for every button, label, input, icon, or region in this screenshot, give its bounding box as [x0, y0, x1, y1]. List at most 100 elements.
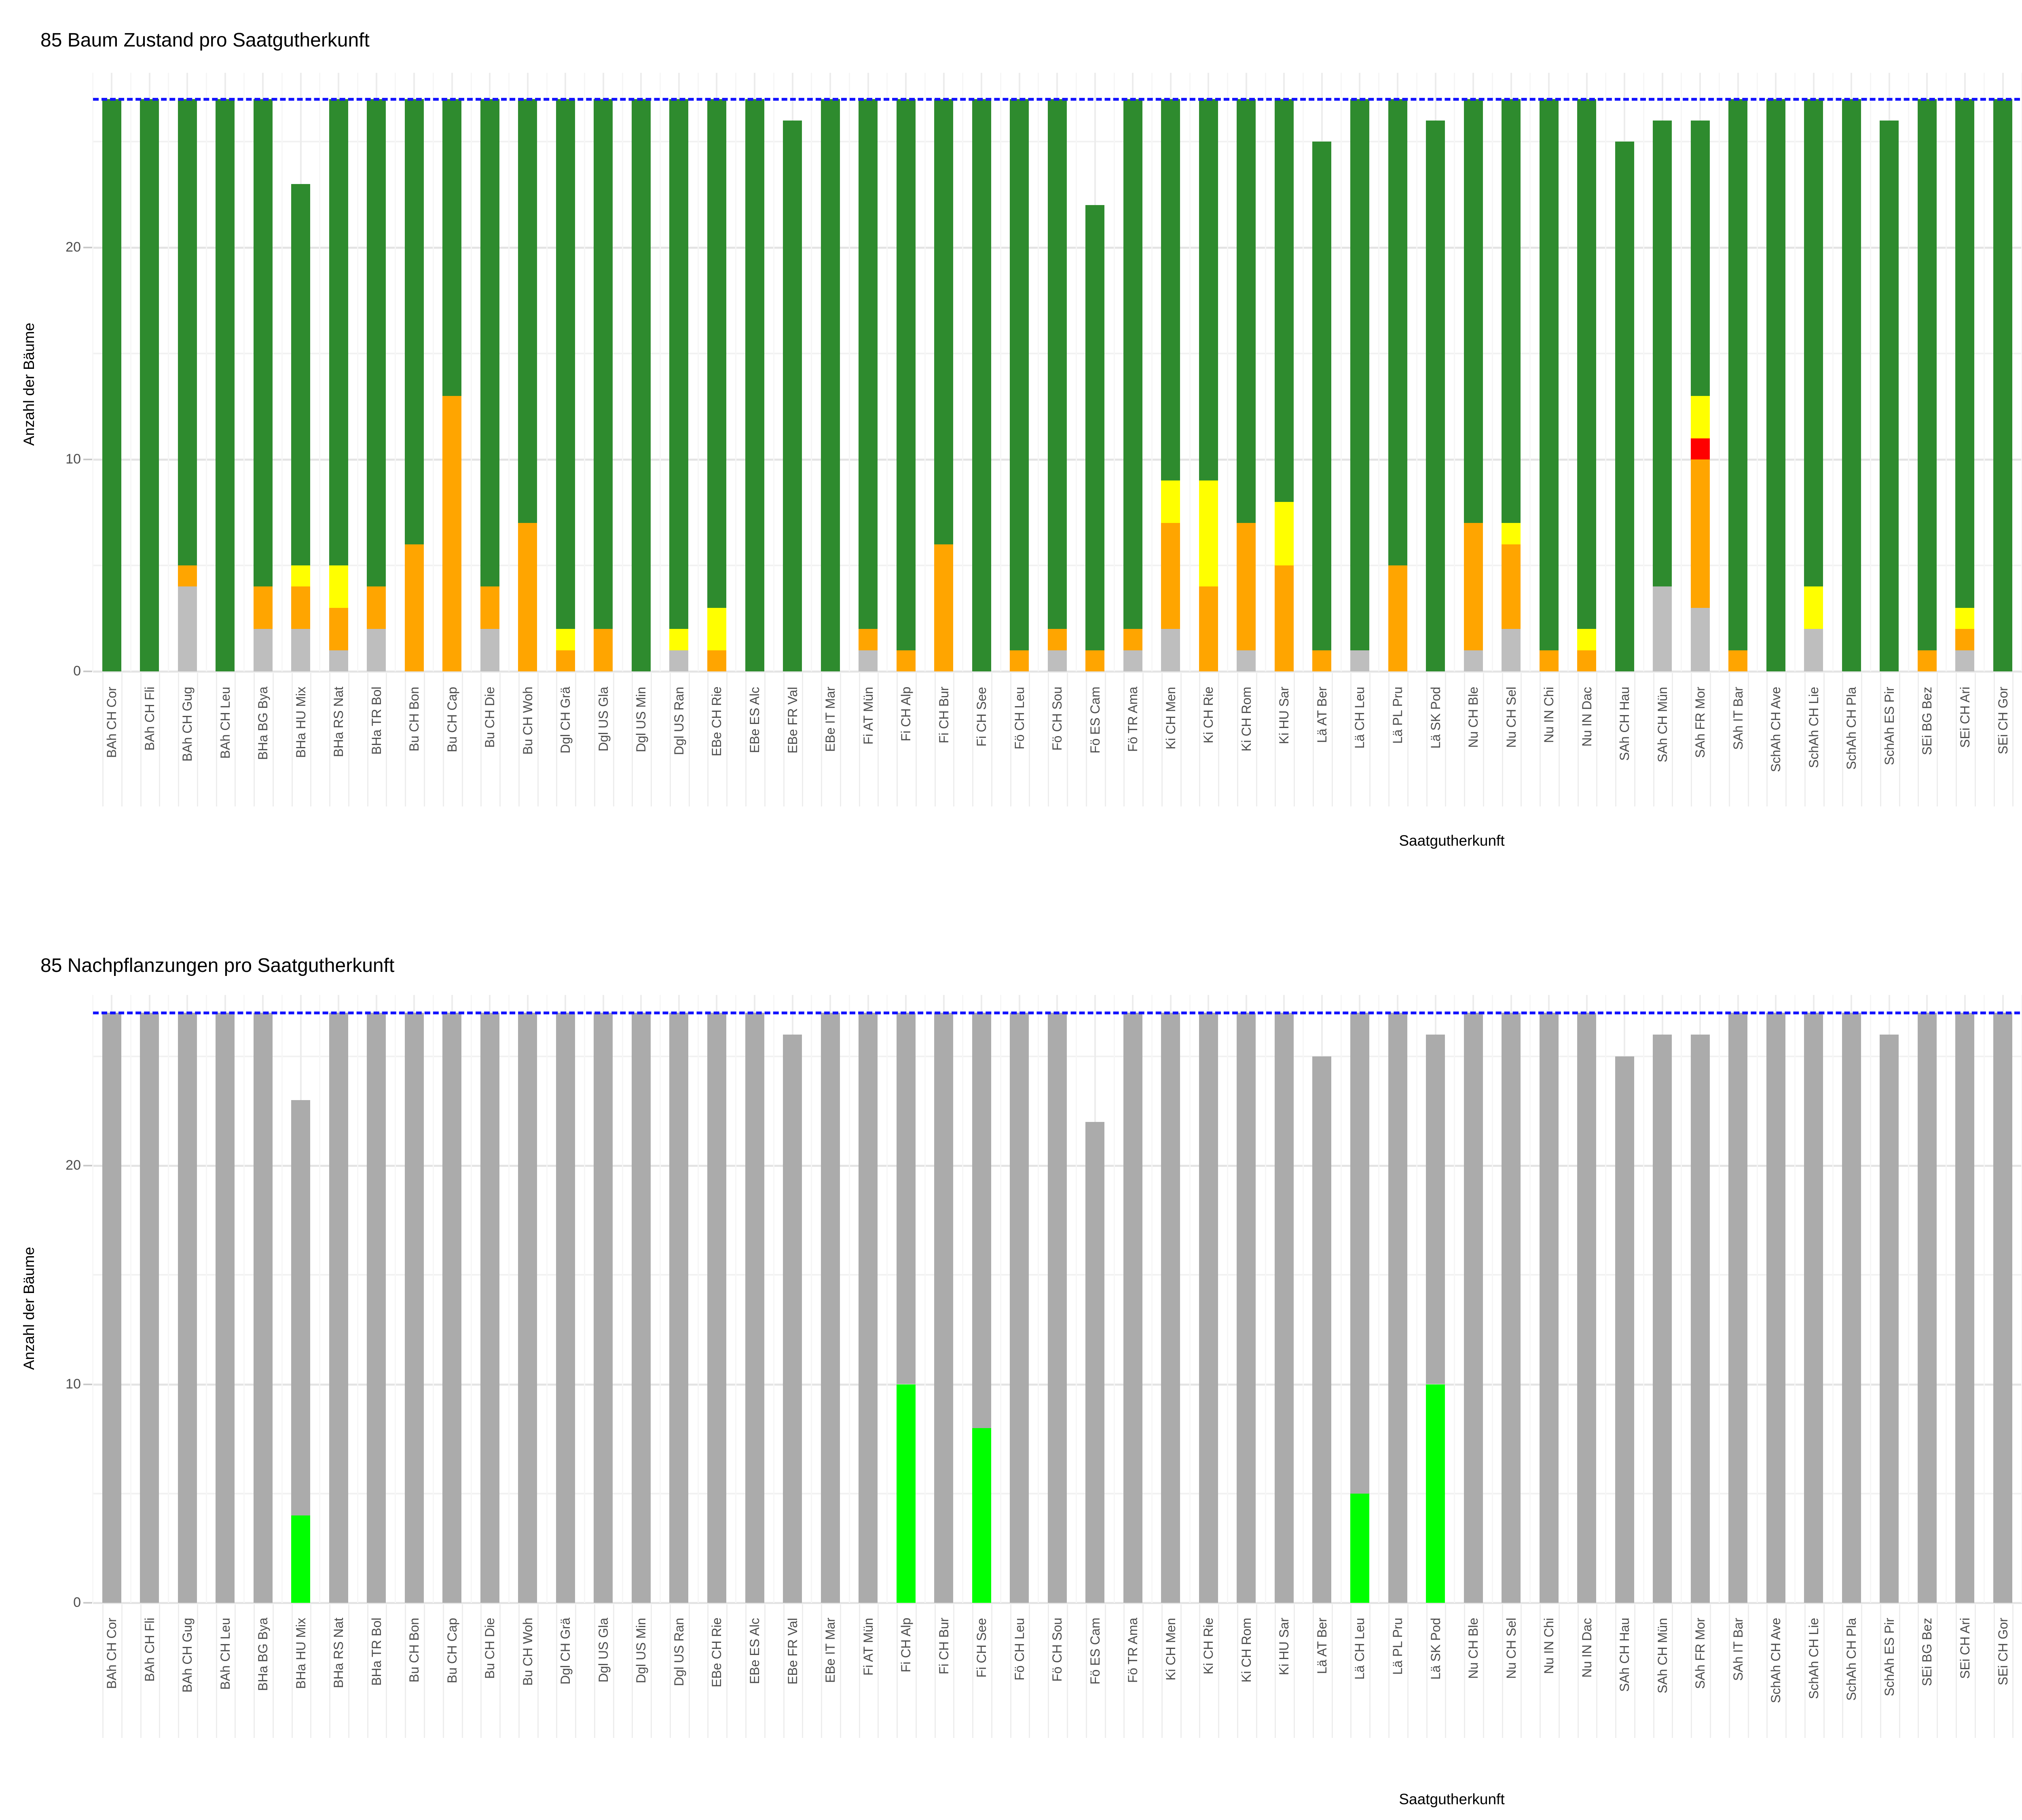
bar-segment-nachpflanzung [1426, 1384, 1445, 1603]
bar-segment-erstpflanzung [291, 1100, 311, 1515]
gridline-minor-x [1303, 995, 1304, 1603]
x-tick-label: Nu IN Chi [1542, 1618, 1557, 1674]
x-tick-label: Fö TR Ama [1125, 687, 1140, 752]
gridline-minor-x [433, 73, 434, 671]
x-tick-mark [859, 673, 860, 806]
bar-segment-lebend-kümmernd [556, 629, 575, 650]
gridline-minor-x [1038, 995, 1039, 1603]
x-tick-mark [745, 1604, 747, 1738]
gridline-minor-x [1605, 73, 1607, 671]
bar-segment-lebend-normal-vital [783, 120, 802, 671]
x-tick-label: EBe CH Rie [709, 1618, 724, 1688]
x-tick-mark [178, 1604, 180, 1738]
x-tick-mark [1237, 673, 1238, 806]
y-tick-mark [83, 247, 92, 248]
x-tick-label: SchAh CH Pla [1844, 687, 1859, 770]
gridline-minor-x [281, 995, 283, 1603]
gridline-minor-x [1719, 73, 1720, 671]
x-tick-mark [367, 1604, 368, 1738]
x-tick-mark [1937, 1604, 1938, 1738]
bar-segment-erstpflanzung [442, 1012, 462, 1603]
x-tick-label: EBe FR Val [785, 687, 800, 753]
bar-segment-lebend-normal-vital [1161, 99, 1180, 481]
bar-segment-nachpflanzung [972, 1428, 991, 1603]
bar-segment-lebend-kümmernd [1199, 480, 1218, 587]
gridline-minor-x [168, 73, 169, 671]
x-tick-mark [915, 1604, 917, 1738]
gridline-minor-x [1832, 995, 1834, 1603]
x-tick-mark [254, 673, 255, 806]
x-tick-mark [802, 673, 804, 806]
gridline-minor-x [205, 995, 207, 1603]
x-tick-label: Lä CH Leu [1352, 1618, 1367, 1680]
bar-segment-erstpflanzung [1426, 1034, 1445, 1384]
x-tick-mark [651, 673, 652, 806]
gridline-minor-x [886, 73, 888, 671]
bar-segment-lebend-normal-vital [216, 99, 235, 671]
gridline-minor-x [130, 73, 131, 671]
gridline-minor-x [1832, 73, 1834, 671]
x-tick-mark [254, 1604, 255, 1738]
gridline-minor-x [811, 73, 812, 671]
x-tick-mark [575, 1604, 577, 1738]
x-tick-mark [726, 1604, 728, 1738]
bar-segment-lebend-kümmernd [1804, 586, 1823, 629]
x-tick-mark [953, 673, 955, 806]
x-tick-label: Nu IN Chi [1542, 687, 1557, 743]
x-tick-mark [1161, 673, 1163, 806]
x-tick-label: Ki CH Rom [1239, 687, 1254, 752]
gridline-minor-x [508, 73, 510, 671]
bar-segment-lebend-normal-vital [1388, 99, 1407, 565]
gridline-minor-x [1908, 73, 1909, 671]
x-tick-mark [140, 1604, 142, 1738]
x-tick-label: Lä SK Pod [1428, 1618, 1443, 1680]
gridline-minor-x [357, 995, 358, 1603]
x-tick-mark [405, 1604, 406, 1738]
x-tick-mark [121, 1604, 123, 1738]
x-tick-mark [1899, 673, 1900, 806]
bar-segment-lebend-normal-vital [631, 99, 651, 671]
x-tick-mark [688, 673, 690, 806]
x-tick-mark [613, 1604, 614, 1738]
gridline-minor-x [1794, 73, 1796, 671]
x-tick-mark [235, 1604, 236, 1738]
gridline-minor-x [319, 73, 321, 671]
x-tick-label: Dgl US Gla [596, 1618, 611, 1683]
x-tick-mark [197, 673, 198, 806]
x-tick-label: Dgl CH Grä [558, 687, 573, 754]
x-tick-mark [1199, 1604, 1201, 1738]
x-tick-label: SAh CH Hau [1617, 687, 1632, 761]
gridline-minor-x [735, 73, 737, 671]
x-tick-label: Bu CH Die [482, 687, 497, 748]
bar-segment-tot-andere-ursache [556, 650, 575, 671]
x-tick-mark [915, 673, 917, 806]
bar-segment-erstpflanzung [783, 1034, 802, 1603]
gridline-minor-x [2021, 73, 2022, 671]
bar-segment-erstpflanzung [102, 1012, 121, 1603]
x-tick-label: Nu IN Dac [1579, 1618, 1594, 1678]
bar-segment-lebend-normal-vital [1653, 120, 1672, 587]
x-tick-mark [1407, 673, 1409, 806]
x-tick-mark [367, 673, 368, 806]
x-tick-label: Fi CH See [974, 1618, 989, 1678]
gridline-minor-x [1378, 995, 1380, 1603]
x-tick-label: Fi CH Bur [936, 687, 951, 744]
x-tick-mark [1993, 673, 1995, 806]
x-tick-label: EBe ES Alc [747, 1618, 762, 1684]
bar-segment-erstpflanzung [1804, 1012, 1823, 1603]
bar-segment-tot-andere-ursache [1274, 565, 1294, 671]
x-tick-label: BHa BG Bya [256, 1618, 271, 1691]
bar-segment-lebend-normal-vital [367, 99, 386, 587]
x-tick-mark [594, 673, 595, 806]
bar-segment-lebend-kümmernd [329, 565, 348, 608]
x-tick-label: Dgl US Ran [671, 687, 686, 755]
bar-segment-erstpflanzung [216, 1012, 235, 1603]
x-tick-label: Ki CH Men [1163, 1618, 1178, 1680]
bar-segment-lebend-normal-vital [1690, 120, 1710, 396]
bar-segment-erstpflanzung [1237, 1012, 1256, 1603]
x-tick-mark [1369, 1604, 1371, 1738]
bar-segment-lebend-normal-vital [934, 99, 954, 544]
x-tick-mark [1521, 673, 1522, 806]
x-tick-mark [1445, 673, 1447, 806]
bar-segment-lebend-normal-vital [140, 99, 159, 671]
